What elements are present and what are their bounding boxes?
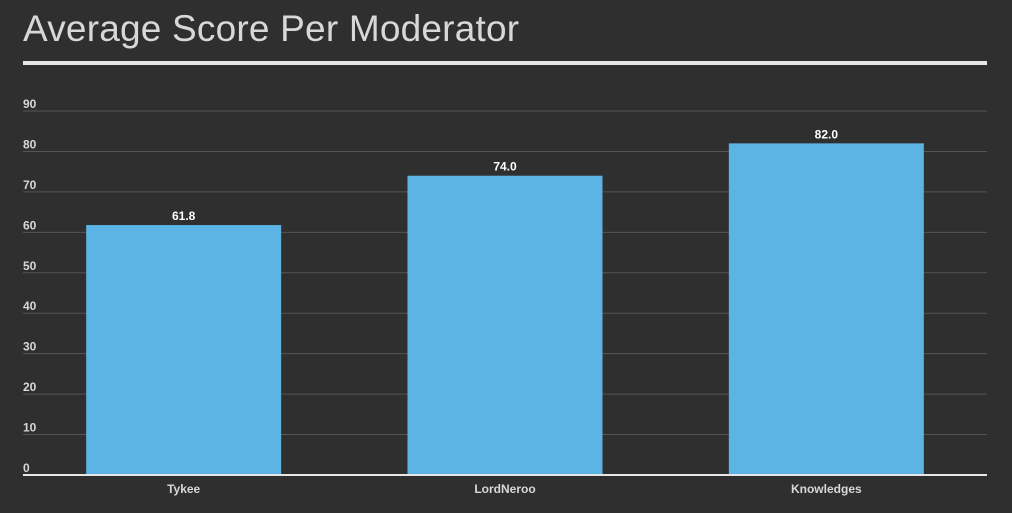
chart-title: Average Score Per Moderator xyxy=(23,8,520,49)
y-tick-label: 80 xyxy=(23,137,37,151)
y-tick-label: 30 xyxy=(23,340,37,354)
y-tick-label: 70 xyxy=(23,178,37,192)
data-label: 61.8 xyxy=(172,209,196,223)
y-tick-label: 20 xyxy=(23,380,37,394)
data-label: 82.0 xyxy=(815,127,839,141)
title-underline xyxy=(23,61,987,65)
y-axis-ticks: 0 10 20 30 40 50 60 70 80 90 xyxy=(23,97,37,475)
bar xyxy=(728,143,924,475)
x-axis-ticks: Tykee LordNeroo Knowledges xyxy=(167,482,862,496)
y-tick-label: 40 xyxy=(23,299,37,313)
bar xyxy=(407,175,603,475)
y-tick-label: 0 xyxy=(23,461,30,475)
x-tick-label: Knowledges xyxy=(791,482,862,496)
data-label: 74.0 xyxy=(493,160,517,174)
bars xyxy=(86,143,924,475)
x-tick-label: LordNeroo xyxy=(474,482,535,496)
bar xyxy=(86,225,282,475)
y-tick-label: 50 xyxy=(23,259,37,273)
y-tick-label: 10 xyxy=(23,421,37,435)
y-tick-label: 90 xyxy=(23,97,37,111)
x-tick-label: Tykee xyxy=(167,482,200,496)
data-labels: 61.8 74.0 82.0 xyxy=(172,127,838,223)
y-tick-label: 60 xyxy=(23,218,37,232)
